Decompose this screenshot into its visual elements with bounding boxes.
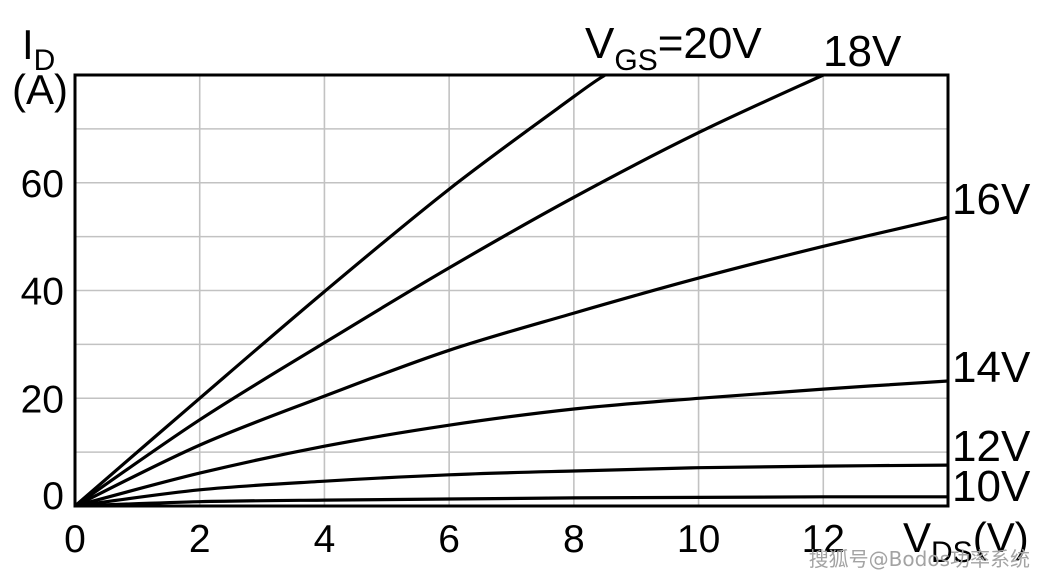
curve-vgs-10v (75, 495, 948, 506)
x-tick-label: 12 (802, 518, 845, 561)
x-axis-unit: (V) (973, 514, 1029, 561)
curve-label-symbol: V (585, 19, 615, 68)
y-axis-symbol: I (22, 21, 34, 68)
curve-label-10v: 10V (952, 462, 1031, 511)
y-tick-label: 0 (42, 475, 64, 518)
y-axis-unit: (A) (12, 66, 68, 113)
y-axis-label: ID (22, 21, 55, 77)
y-tick-label: 40 (21, 271, 64, 314)
x-tick-label: 8 (563, 518, 585, 561)
watermark: 搜狐号@Bodos功率系统 (809, 547, 1030, 571)
curve-label-separator: = (658, 19, 684, 68)
x-axis-label: VDS(V) (903, 514, 1029, 569)
curve-label-subscript: GS (614, 44, 657, 77)
x-tick-label: 10 (677, 518, 720, 561)
x-tick-label: 0 (64, 518, 86, 561)
x-tick-label: 4 (314, 518, 336, 561)
curve-vgs-16v (75, 215, 948, 506)
curve-label-16v: 16V (952, 175, 1031, 224)
x-axis-symbol: V (903, 514, 931, 561)
grid-lines (75, 75, 948, 506)
y-axis-subscript: D (34, 44, 56, 77)
curve-label-18v: 18V (823, 27, 902, 76)
x-axis-subscript: DS (931, 536, 973, 569)
y-tick-labels: 0 20 40 60 (21, 163, 64, 518)
y-tick-label: 20 (21, 378, 64, 421)
x-tick-labels: 0 2 4 6 8 10 12 (64, 518, 845, 561)
curve-label-value: 20V (683, 19, 762, 68)
curve-label-14v: 14V (952, 343, 1031, 392)
curves (75, 75, 948, 506)
curve-vgs-12v (75, 463, 948, 506)
curve-label-20v: VGS=20V (585, 19, 762, 77)
curve-vgs-14v (75, 379, 948, 506)
x-tick-label: 6 (438, 518, 460, 561)
curve-label-12v: 12V (952, 422, 1031, 471)
x-tick-label: 2 (189, 518, 211, 561)
plot-border (73, 73, 950, 508)
curve-vgs-20v (75, 75, 607, 506)
curve-vgs-18v (75, 75, 825, 506)
y-tick-label: 60 (21, 163, 64, 206)
